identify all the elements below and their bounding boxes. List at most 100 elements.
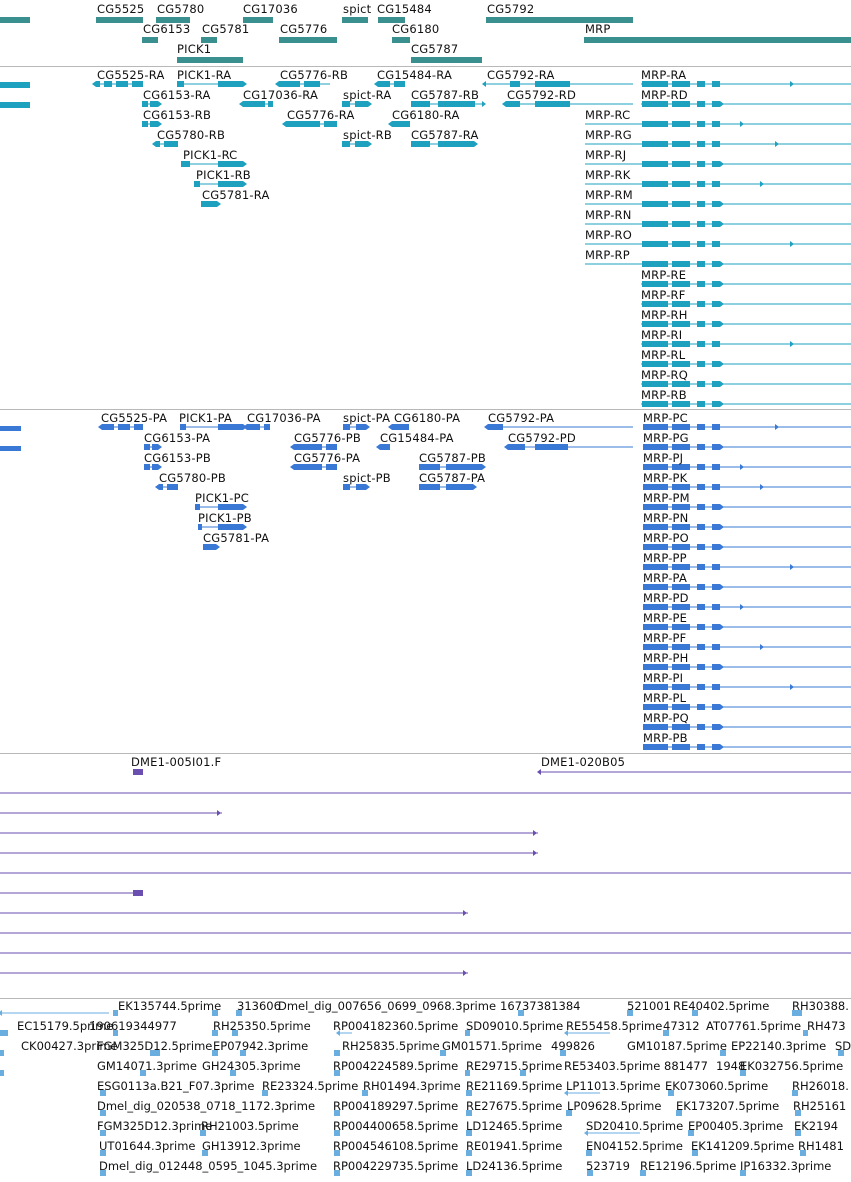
- protein-mrp-p-5-exon[interactable]: [643, 524, 668, 530]
- est-label-35[interactable]: RH01494.3prime: [363, 1079, 461, 1093]
- est-glyph-3-3[interactable]: [334, 1070, 340, 1076]
- protein-spict-pb-label[interactable]: spict-PB: [343, 471, 391, 485]
- est-glyph-3-2[interactable]: [230, 1070, 236, 1076]
- protein-cg5525-pa-exon[interactable]: [102, 424, 114, 430]
- est-label-38[interactable]: EK073060.5prime: [665, 1079, 769, 1093]
- transcript-mrp-r-12-exon[interactable]: [672, 321, 690, 327]
- protein-mrp-p-14-exon[interactable]: [712, 704, 720, 710]
- gene-cg5781-label[interactable]: CG5781: [202, 22, 250, 36]
- gene-spict-bar[interactable]: [342, 17, 368, 23]
- est-glyph-2-5[interactable]: [440, 1050, 446, 1056]
- transcript-mrp-r-11-exon[interactable]: [712, 301, 720, 307]
- gene-cg5792-bar[interactable]: [486, 17, 633, 23]
- protein-cg6153-pb-label[interactable]: CG6153-PB: [144, 451, 211, 465]
- est-label-47[interactable]: RH21003.5prime: [201, 1119, 299, 1133]
- est-label-32[interactable]: EK032756.5prime: [740, 1059, 844, 1073]
- transcript-mrp-r-1-label[interactable]: MRP-RD: [641, 88, 688, 102]
- est-label-27[interactable]: RP004224589.5prime: [333, 1059, 459, 1073]
- protein-mrp-p-15-label[interactable]: MRP-PQ: [643, 711, 689, 725]
- transcript-cg5776-ra-exon[interactable]: [324, 121, 337, 127]
- transcript-mrp-r-1-exon[interactable]: [672, 101, 690, 107]
- transcript-pick1-rb-label[interactable]: PICK1-RB: [196, 168, 251, 182]
- gene-cg5792-label[interactable]: CG5792: [487, 2, 535, 16]
- est-glyph-0-4[interactable]: [518, 1010, 524, 1016]
- transcript-mrp-r-9-exon[interactable]: [712, 261, 720, 267]
- est-glyph-7-4[interactable]: [586, 1150, 592, 1156]
- est-glyph-2-7[interactable]: [720, 1050, 726, 1056]
- est-label-40[interactable]: Dmel_dig_020538_0718_1172.3prime: [97, 1099, 316, 1113]
- transcript-mrp-r-9-exon[interactable]: [697, 261, 705, 267]
- est-glyph-4-5[interactable]: [668, 1090, 674, 1096]
- protein-cg5787-pb-exon[interactable]: [419, 464, 440, 470]
- transcript-mrp-r-15-exon[interactable]: [642, 381, 668, 387]
- transcript-offscreen-left-1[interactable]: [0, 82, 30, 88]
- transcript-mrp-r-13-label[interactable]: MRP-RI: [641, 328, 683, 342]
- transcript-cg5781-ra-exon[interactable]: [201, 201, 217, 207]
- protein-pick1-pa-label[interactable]: PICK1-PA: [179, 411, 233, 425]
- protein-mrp-p-15-exon[interactable]: [712, 724, 720, 730]
- clone-dme1-005i01-f-label[interactable]: DME1-005I01.F: [131, 755, 222, 769]
- gene-pick1-label[interactable]: PICK1: [177, 42, 212, 56]
- protein-mrp-p-6-exon[interactable]: [712, 544, 720, 550]
- transcript-spict-rb-exon[interactable]: [342, 141, 350, 147]
- gene-cg5787-bar[interactable]: [411, 57, 482, 63]
- protein-pick1-pb-exon[interactable]: [198, 524, 202, 530]
- protein-mrp-p-15-exon[interactable]: [643, 724, 668, 730]
- protein-mrp-p-11-label[interactable]: MRP-PF: [643, 631, 687, 645]
- protein-mrp-p-13-label[interactable]: MRP-PI: [643, 671, 684, 685]
- protein-mrp-p-8-exon[interactable]: [643, 584, 668, 590]
- transcript-mrp-r-3-exon[interactable]: [672, 141, 690, 147]
- est-label-55[interactable]: RP004546108.5prime: [333, 1139, 459, 1153]
- est-glyph-8-2[interactable]: [466, 1170, 472, 1176]
- protein-mrp-p-13-exon[interactable]: [712, 684, 720, 690]
- protein-mrp-p-10-label[interactable]: MRP-PE: [643, 611, 688, 625]
- est-label-15[interactable]: RH473: [807, 1019, 846, 1033]
- protein-mrp-p-5-exon[interactable]: [697, 524, 705, 530]
- est-label-39[interactable]: RH26018.: [792, 1079, 849, 1093]
- protein-cg6153-pa-label[interactable]: CG6153-PA: [144, 431, 211, 445]
- est-label-48[interactable]: RP004400658.5prime: [333, 1119, 459, 1133]
- protein-pick1-pa-exon[interactable]: [180, 424, 186, 430]
- transcript-cg5787-rb-exon[interactable]: [438, 101, 475, 107]
- transcript-mrp-r-13-exon[interactable]: [672, 341, 690, 347]
- est-glyph-2-8[interactable]: [838, 1050, 844, 1056]
- transcript-mrp-r-2-exon[interactable]: [712, 121, 720, 127]
- est-glyph-2-4[interactable]: [334, 1050, 340, 1056]
- gene-pick1-bar[interactable]: [177, 57, 243, 63]
- est-glyph-4-1[interactable]: [262, 1090, 268, 1096]
- protein-mrp-p-5-exon[interactable]: [712, 524, 720, 530]
- transcript-mrp-r-7-exon[interactable]: [712, 221, 720, 227]
- est-glyph-0-6[interactable]: [692, 1010, 698, 1016]
- transcript-mrp-r-0-exon[interactable]: [642, 81, 668, 87]
- protein-mrp-p-3-exon[interactable]: [697, 484, 705, 490]
- est-glyph-3-6[interactable]: [740, 1070, 746, 1076]
- protein-mrp-p-0-exon[interactable]: [672, 424, 690, 430]
- transcript-cg5792-ra-exon[interactable]: [535, 81, 570, 87]
- protein-mrp-p-1-exon[interactable]: [697, 444, 705, 450]
- est-label-65[interactable]: IP16332.3prime: [740, 1159, 832, 1173]
- transcript-spict-rb-label[interactable]: spict-RB: [343, 128, 392, 142]
- protein-cg5781-pa-label[interactable]: CG5781-PA: [203, 531, 270, 545]
- protein-mrp-p-8-exon[interactable]: [697, 584, 705, 590]
- protein-cg6153-pa-exon[interactable]: [144, 444, 150, 450]
- transcript-mrp-r-14-label[interactable]: MRP-RL: [641, 348, 686, 362]
- transcript-cg5780-rb-exon[interactable]: [156, 141, 160, 147]
- protein-mrp-p-3-exon[interactable]: [712, 484, 720, 490]
- protein-cg17036-pa-exon[interactable]: [247, 424, 260, 430]
- transcript-cg6153-rb-exon[interactable]: [142, 121, 148, 127]
- transcript-cg6153-ra-exon[interactable]: [142, 101, 148, 107]
- est-glyph-7-2[interactable]: [334, 1150, 340, 1156]
- transcript-mrp-r-8-exon[interactable]: [697, 241, 705, 247]
- transcript-mrp-r-3-exon[interactable]: [712, 141, 720, 147]
- transcript-mrp-r-0-exon[interactable]: [672, 81, 690, 87]
- protein-spict-pa-label[interactable]: spict-PA: [343, 411, 391, 425]
- protein-mrp-p-5-label[interactable]: MRP-PN: [643, 511, 689, 525]
- protein-mrp-p-15-exon[interactable]: [697, 724, 705, 730]
- est-glyph-2-0[interactable]: [0, 1050, 4, 1056]
- est-glyph-6-2[interactable]: [334, 1130, 340, 1136]
- protein-cg17036-pa-label[interactable]: CG17036-PA: [247, 411, 321, 425]
- transcript-cg5525-ra-exon[interactable]: [116, 81, 128, 87]
- protein-cg5776-pa-exon[interactable]: [326, 464, 337, 470]
- transcript-mrp-r-15-exon[interactable]: [712, 381, 720, 387]
- transcript-pick1-rc-exon[interactable]: [218, 161, 243, 167]
